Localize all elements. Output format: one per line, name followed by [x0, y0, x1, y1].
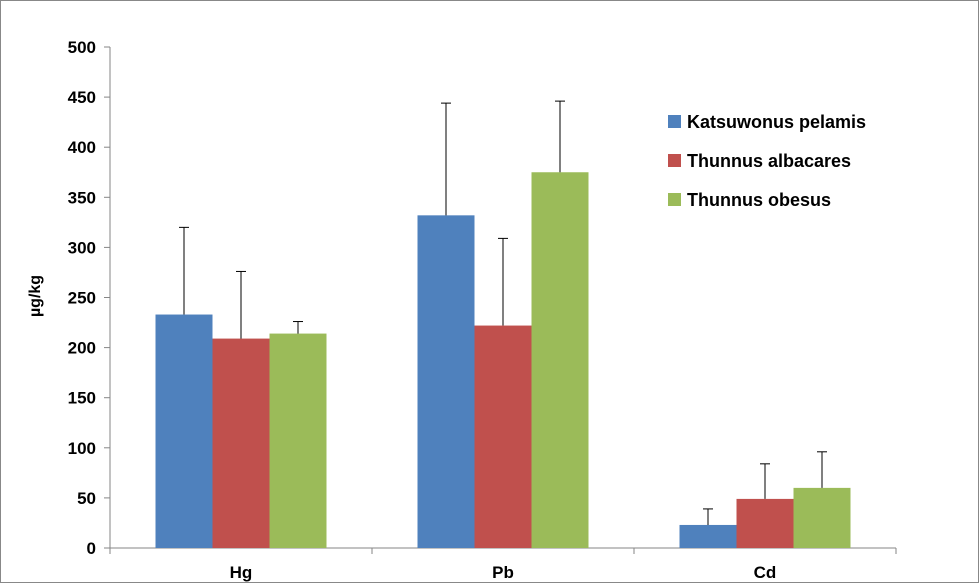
y-tick-label: 50: [77, 489, 96, 508]
x-category-label: Cd: [754, 563, 777, 582]
y-tick-label: 250: [68, 289, 96, 308]
bar: [531, 172, 589, 548]
legend-label: Thunnus albacares: [687, 151, 851, 171]
x-category-label: Pb: [492, 563, 514, 582]
bar: [155, 314, 213, 548]
legend-swatch: [668, 193, 681, 206]
y-tick-label: 450: [68, 88, 96, 107]
bar: [269, 333, 327, 548]
bars: [155, 172, 851, 548]
y-tick-label: 400: [68, 138, 96, 157]
legend-label: Thunnus obesus: [687, 190, 831, 210]
y-tick-label: 0: [87, 539, 96, 558]
y-tick-label: 150: [68, 389, 96, 408]
y-tick-label: 350: [68, 188, 96, 207]
y-axis-title: µg/kg: [27, 275, 44, 317]
bar: [417, 215, 475, 548]
y-tick-label: 100: [68, 439, 96, 458]
y-tick-label: 300: [68, 238, 96, 257]
legend-label: Katsuwonus pelamis: [687, 112, 866, 132]
legend: Katsuwonus pelamis Thunnus albacares Thunn…: [668, 112, 866, 210]
bar: [793, 487, 851, 548]
legend-swatch: [668, 154, 681, 167]
legend-swatch: [668, 115, 681, 128]
y-tick-label: 500: [68, 38, 96, 57]
y-axis: 0 50 100 150 200 250 300 350 400 450 500: [68, 38, 111, 558]
bar: [212, 338, 270, 548]
bar: [679, 524, 737, 548]
bar: [736, 498, 794, 548]
x-category-label: Hg: [230, 563, 253, 582]
error-bars: [179, 100, 827, 525]
y-tick-label: 200: [68, 339, 96, 358]
bar: [474, 325, 532, 548]
